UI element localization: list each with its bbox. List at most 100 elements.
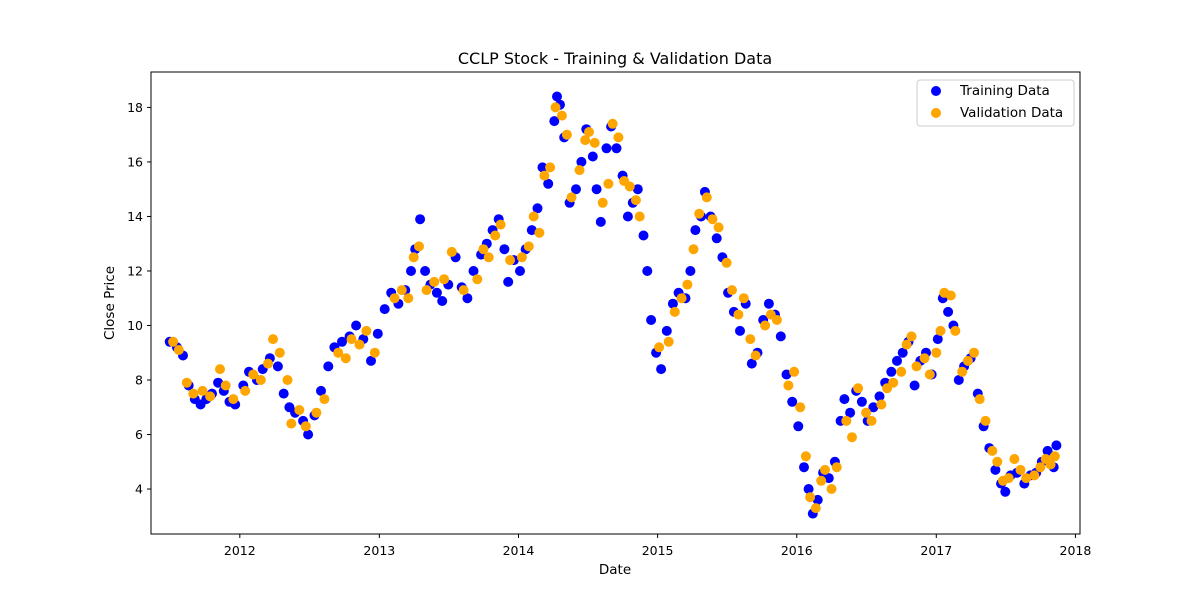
- legend: Training Data Validation Data: [916, 79, 1075, 127]
- training-point: [886, 366, 897, 377]
- training-point: [591, 184, 602, 195]
- validation-point: [721, 257, 732, 268]
- validation-point: [701, 192, 712, 203]
- training-point: [711, 233, 722, 244]
- validation-point: [516, 252, 527, 263]
- validation-point: [1035, 462, 1046, 473]
- validation-point: [924, 369, 935, 380]
- training-point: [632, 184, 643, 195]
- training-point: [667, 298, 678, 309]
- validation-point: [220, 380, 231, 391]
- validation-point: [1015, 464, 1026, 475]
- training-point: [909, 380, 920, 391]
- training-point: [549, 116, 560, 127]
- validation-point: [333, 347, 344, 358]
- training-point: [576, 156, 587, 167]
- validation-point: [866, 415, 877, 426]
- training-point: [735, 325, 745, 336]
- validation-point: [901, 339, 912, 350]
- legend-label-training: Training Data: [959, 83, 1050, 99]
- validation-point: [663, 336, 674, 347]
- validation-point: [931, 347, 942, 358]
- validation-point: [472, 274, 483, 285]
- validation-point: [523, 241, 534, 252]
- training-point: [503, 276, 514, 287]
- validation-point: [831, 462, 842, 473]
- validation-point: [654, 342, 665, 353]
- training-point: [515, 266, 525, 276]
- validation-point: [300, 421, 311, 432]
- y-tick-label: 16: [127, 154, 143, 169]
- y-tick-label: 6: [135, 427, 143, 442]
- x-axis: 2012 2013 2014 2015 2016 2017 2018: [224, 534, 1091, 558]
- training-point: [379, 304, 390, 315]
- validation-point: [957, 366, 968, 377]
- training-point: [1000, 486, 1011, 497]
- validation-point: [634, 211, 645, 222]
- training-point: [278, 388, 289, 399]
- training-point: [420, 266, 431, 276]
- training-point: [897, 347, 908, 358]
- validation-point: [841, 415, 852, 426]
- training-point: [642, 266, 653, 276]
- training-point: [638, 230, 649, 241]
- training-point: [763, 298, 774, 309]
- training-point: [690, 225, 701, 236]
- validation-point: [713, 222, 724, 233]
- chart-title: CCLP Stock - Training & Validation Data: [458, 49, 772, 68]
- validation-point: [876, 399, 887, 410]
- training-point: [532, 203, 543, 214]
- training-point: [823, 473, 834, 484]
- validation-point: [624, 181, 635, 192]
- training-point: [839, 394, 850, 405]
- training-point: [272, 361, 283, 372]
- y-tick-label: 10: [127, 318, 143, 333]
- validation-point: [282, 375, 293, 385]
- validation-point: [816, 475, 827, 486]
- validation-point: [707, 214, 718, 225]
- validation-point: [340, 353, 351, 364]
- validation-point: [294, 405, 305, 415]
- validation-point: [771, 315, 782, 325]
- training-point: [812, 494, 823, 505]
- validation-point: [760, 320, 771, 331]
- validation-point: [255, 375, 266, 385]
- training-point: [337, 336, 347, 347]
- training-point: [431, 287, 442, 298]
- training-point: [845, 407, 856, 418]
- training-point: [601, 143, 612, 154]
- training-point: [803, 484, 814, 494]
- training-point: [316, 385, 326, 396]
- validation-point: [354, 339, 365, 350]
- x-tick-label: 2012: [224, 543, 256, 558]
- training-point: [213, 377, 224, 388]
- training-point: [990, 464, 1001, 475]
- validation-point: [168, 336, 179, 347]
- validation-point: [630, 195, 641, 206]
- validation-point: [228, 394, 239, 405]
- validation-point: [361, 325, 372, 336]
- training-point: [587, 151, 598, 162]
- training-point: [499, 244, 510, 255]
- validation-point: [950, 325, 961, 336]
- validation-point: [597, 197, 608, 208]
- validation-point: [545, 162, 556, 173]
- validation-point: [215, 364, 225, 375]
- validation-point: [263, 358, 273, 369]
- training-point: [323, 361, 334, 372]
- validation-point: [974, 394, 985, 405]
- validation-point: [888, 377, 899, 388]
- x-tick-label: 2016: [781, 543, 813, 558]
- validation-point: [396, 285, 407, 296]
- training-point: [595, 216, 606, 227]
- validation-point: [795, 402, 806, 413]
- validation-point: [505, 255, 516, 266]
- validation-point: [603, 178, 614, 189]
- legend-label-validation: Validation Data: [960, 105, 1063, 121]
- validation-point: [319, 394, 330, 405]
- training-point: [537, 162, 548, 173]
- validation-point: [945, 290, 956, 301]
- validation-series: [168, 102, 1060, 514]
- y-axis: 4 6 8 10 12 14 16 18: [127, 100, 151, 497]
